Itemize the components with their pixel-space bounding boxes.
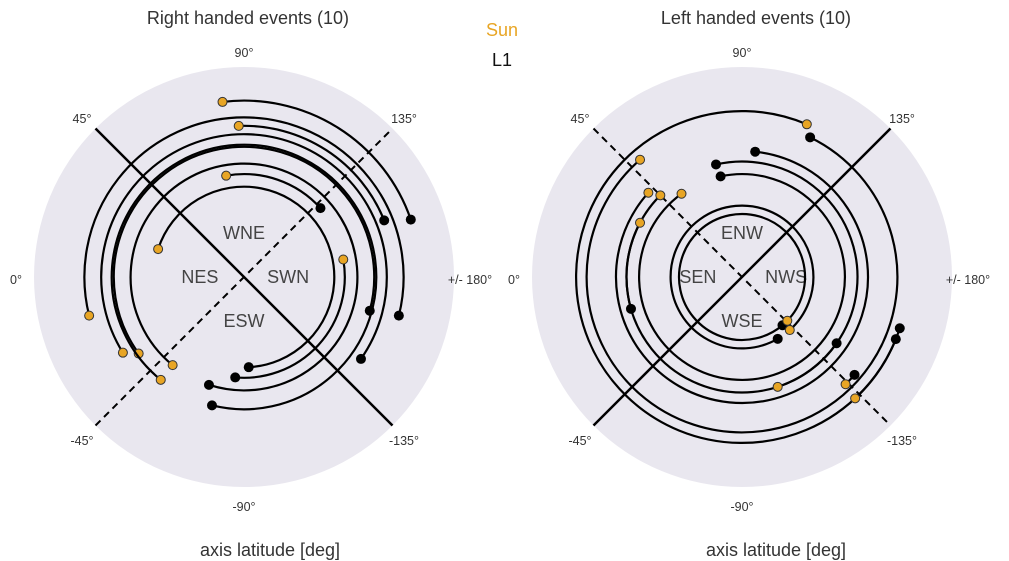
plot-area: WNE NES SWN ESW (34, 67, 454, 487)
l1-marker (203, 379, 214, 390)
sun-marker (233, 120, 244, 131)
sun-marker (840, 379, 851, 390)
event-arc (83, 116, 405, 316)
legend-l1-label: L1 (492, 50, 512, 70)
sun-marker (676, 188, 687, 199)
event-arc (777, 342, 838, 388)
event-arc (625, 222, 641, 310)
l1-marker (831, 338, 842, 349)
plot-area: ENW SEN NWS WSE (532, 67, 952, 487)
sun-marker (655, 190, 666, 201)
tick-label-minus-135: -135° (887, 434, 917, 448)
region-label-sen: SEN (679, 267, 716, 287)
sun-marker (801, 119, 812, 130)
x-axis-label: axis latitude [deg] (200, 540, 340, 560)
region-label-nes: NES (181, 267, 218, 287)
l1-marker (894, 323, 905, 334)
event-arc (614, 150, 870, 405)
event-arc (110, 143, 378, 411)
l1-marker (772, 333, 783, 344)
event-arc (225, 173, 322, 209)
sun-marker (221, 170, 232, 181)
event-arc (129, 162, 359, 392)
tick-label-minus-45: -45° (70, 434, 93, 448)
region-label-nws: NWS (765, 267, 807, 287)
event-arc (854, 327, 901, 400)
left-handed-panel: ENW SEN NWS WSE Left handed events (10) axi… (508, 8, 990, 560)
region-label-swn: SWN (267, 267, 309, 287)
tick-label-135: 135° (391, 112, 417, 126)
l1-marker (230, 372, 241, 383)
l1-marker (711, 159, 722, 170)
l1-marker (405, 214, 416, 225)
l1-marker (715, 171, 726, 182)
sun-marker (338, 254, 349, 265)
l1-marker (805, 132, 816, 143)
event-arc (638, 173, 846, 381)
l1-marker (243, 362, 254, 373)
sun-marker (772, 381, 783, 392)
l1-marker (625, 303, 636, 314)
event-arc (100, 133, 388, 360)
event-arc (677, 212, 807, 342)
tick-label-45: 45° (571, 112, 590, 126)
l1-marker (315, 203, 326, 214)
event-arc (575, 110, 897, 444)
tick-label-minus-90: -90° (232, 500, 255, 514)
sun-marker (153, 244, 164, 255)
sun-marker (643, 187, 654, 198)
l1-marker (393, 310, 404, 321)
event-arc (157, 185, 336, 369)
l1-marker (355, 353, 366, 364)
sun-marker (217, 96, 228, 107)
region-label-esw: ESW (223, 311, 264, 331)
x-axis-label: axis latitude [deg] (706, 540, 846, 560)
region-label-wne: WNE (223, 223, 265, 243)
event-arc (235, 259, 346, 379)
sun-marker (117, 347, 128, 358)
sun-marker (784, 325, 795, 336)
sun-marker (84, 310, 95, 321)
l1-marker (750, 146, 761, 157)
l1-marker (206, 400, 217, 411)
sun-marker (782, 315, 793, 326)
l1-marker (849, 369, 860, 380)
tick-label-45: 45° (73, 112, 92, 126)
sun-marker (635, 154, 646, 165)
event-arc (585, 136, 899, 434)
tick-label-90: 90° (235, 46, 254, 60)
dashed-diagonal-line (94, 127, 394, 427)
panel-title: Right handed events (10) (147, 8, 349, 28)
tick-label-180: +/- 180° (448, 273, 492, 287)
sun-marker (850, 393, 861, 404)
event-arc (238, 124, 386, 221)
legend-sun-label: Sun (486, 20, 518, 40)
tick-label-135: 135° (889, 112, 915, 126)
right-handed-panel: WNE NES SWN ESW Right handed events (10) ax… (10, 8, 492, 560)
panel-title: Left handed events (10) (661, 8, 851, 28)
region-label-enw: ENW (721, 223, 763, 243)
tick-label-minus-135: -135° (389, 434, 419, 448)
sun-marker (167, 360, 178, 371)
tick-label-minus-90: -90° (730, 500, 753, 514)
sun-marker (155, 374, 166, 385)
tick-label-minus-45: -45° (568, 434, 591, 448)
sun-marker (635, 217, 646, 228)
event-arc (112, 145, 376, 355)
tick-label-180: +/- 180° (946, 273, 990, 287)
event-arc (222, 99, 412, 220)
tick-label-0: 0° (508, 273, 520, 287)
tick-label-90: 90° (733, 46, 752, 60)
tick-label-0: 0° (10, 273, 22, 287)
dashed-diagonal-line (592, 127, 892, 427)
l1-marker (379, 215, 390, 226)
event-arc (669, 204, 815, 350)
region-label-wse: WSE (721, 311, 762, 331)
